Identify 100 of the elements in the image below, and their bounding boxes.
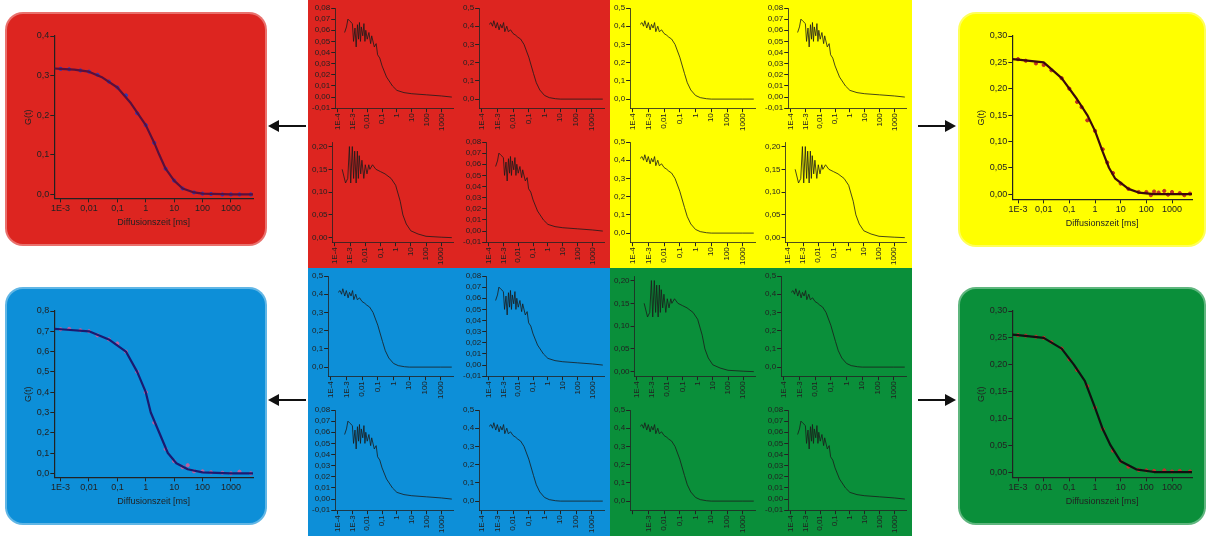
x-tick-label: 100 [873, 380, 883, 395]
x-tick-label: 100 [722, 246, 732, 261]
y-tick-label: 0,10 [311, 187, 329, 197]
x-tick-label: 1E-3 [498, 246, 508, 265]
x-tick-label: 0,01 [80, 203, 98, 214]
x-tick-label: 10 [169, 482, 180, 493]
x-tick-label: 0,01 [357, 380, 367, 397]
x-tick-label: 0,1 [674, 514, 684, 527]
x-tick-label: 100 [571, 112, 581, 127]
x-tick-label: 1000 [738, 380, 748, 399]
x-axis-title: Diffusionszeit [ms] [1065, 496, 1139, 507]
x-tick-label: 1E-3 [800, 514, 810, 533]
x-tick-label: 0,1 [377, 112, 387, 125]
y-tick-label: 0,0 [614, 496, 626, 506]
y-tick-label: 0,10 [764, 187, 782, 197]
x-tick-label: 100 [571, 514, 581, 529]
x-tick-label: 1E-4 [783, 246, 793, 265]
y-tick-label: -0,01 [463, 371, 482, 381]
x-tick-label: 100 [1138, 482, 1154, 493]
x-tick-label: 10 [859, 246, 869, 257]
x-tick-label: 10 [406, 514, 416, 525]
y-tick-label: 0,01 [465, 349, 482, 359]
x-tick-label: 100 [421, 514, 431, 529]
x-tick-label: 1E-4 [627, 112, 637, 131]
y-tick-label: 0,4 [614, 21, 626, 31]
x-tick-label: 1000 [436, 514, 446, 533]
x-tick-label: 0,01 [813, 246, 823, 263]
y-tick-label: 0,15 [989, 109, 1008, 120]
x-tick-label: 100 [572, 380, 582, 395]
y-tick-label: 0,25 [989, 56, 1008, 67]
y-tick-label: 0,1 [614, 76, 626, 86]
y-tick-label: 0,07 [767, 416, 784, 426]
x-tick-label: 1E-3 [643, 514, 653, 533]
x-tick-label: 100 [722, 514, 732, 529]
y-axis-title: G(t) [22, 109, 33, 125]
x-tick-label: 1 [388, 380, 398, 386]
x-tick-label: 1E-4 [330, 246, 340, 265]
y-tick-label: 0,4 [312, 289, 324, 299]
x-tick-label: 1 [392, 514, 402, 520]
x-tick-label: 100 [723, 380, 733, 395]
y-tick-label: 0,00 [613, 366, 631, 376]
y-tick-label: 0,3 [765, 307, 777, 317]
y-tick-label: 0,4 [614, 423, 626, 433]
y-tick-label: 0,2 [614, 191, 626, 201]
x-tick-label: 0,1 [830, 514, 840, 527]
y-tick-label: 0,5 [614, 3, 626, 13]
x-tick-label: 10 [859, 514, 869, 525]
x-tick-label: 100 [421, 246, 431, 261]
y-tick-label: 0,5 [614, 137, 626, 147]
y-tick-label: 0,2 [36, 109, 50, 120]
x-tick-label: 0,01 [810, 380, 820, 397]
x-tick-label: 1E-3 [647, 380, 657, 399]
x-tick-label: 0,1 [1063, 204, 1076, 215]
x-tick-label: 1E-3 [798, 246, 808, 265]
y-tick-label: 0,00 [767, 494, 784, 504]
y-tick-label: 0,05 [314, 36, 331, 46]
x-tick-label: 0,1 [111, 482, 124, 493]
x-tick-label: 1E-4 [627, 246, 637, 265]
y-tick-label: 0,0 [614, 228, 626, 238]
y-tick-label: 0,05 [989, 162, 1008, 173]
y-tick-label: 0,01 [767, 81, 784, 91]
y-tick-label: 0,02 [767, 472, 784, 482]
x-tick-label: 0,01 [513, 246, 523, 263]
y-tick-label: 0,08 [767, 3, 784, 13]
y-tick-label: 0,1 [36, 447, 50, 458]
y-tick-label: -0,01 [765, 505, 784, 515]
x-tick-label: 1000 [436, 246, 446, 265]
x-tick-label: 1E-3 [492, 112, 502, 131]
y-tick-label: 0,3 [614, 39, 626, 49]
x-tick-label: 0,01 [815, 112, 825, 129]
y-tick-label: 0,2 [614, 57, 626, 67]
x-tick-label: 0,1 [523, 112, 533, 125]
x-tick-label: 10 [169, 203, 180, 214]
x-tick-label: 1000 [1162, 482, 1183, 493]
y-tick-label: 0,07 [767, 14, 784, 24]
x-tick-label: 0,1 [111, 203, 124, 214]
y-tick-label: 0,0 [614, 94, 626, 104]
x-tick-label: 0,1 [528, 246, 538, 259]
x-tick-label: 10 [406, 246, 416, 257]
y-tick-label: 0,05 [613, 344, 631, 354]
y-tick-label: 0,03 [767, 460, 784, 470]
x-tick-label: 100 [874, 246, 884, 261]
x-tick-label: 1E-3 [643, 112, 653, 131]
x-tick-label: 0,01 [815, 514, 825, 531]
y-tick-label: 0,4 [614, 155, 626, 165]
x-tick-label: 0,01 [508, 514, 518, 531]
x-tick-label: 1E-3 [643, 246, 653, 265]
x-tick-label: 1E-3 [341, 380, 351, 399]
y-tick-label: 0,3 [36, 70, 50, 81]
x-tick-label: 1E-4 [785, 112, 795, 131]
x-tick-label: 0,01 [1034, 204, 1053, 215]
y-tick-label: 0,0 [36, 188, 50, 199]
y-tick-label: -0,01 [463, 237, 482, 247]
y-tick-label: 0,0 [463, 496, 475, 506]
x-tick-label: 0,01 [80, 482, 98, 493]
y-tick-label: 0,30 [989, 305, 1008, 316]
x-tick-label: 0,1 [372, 380, 382, 393]
y-tick-label: 0,00 [989, 188, 1008, 199]
x-tick-label: 0,01 [659, 246, 669, 263]
y-tick-label: 0,07 [314, 14, 331, 24]
